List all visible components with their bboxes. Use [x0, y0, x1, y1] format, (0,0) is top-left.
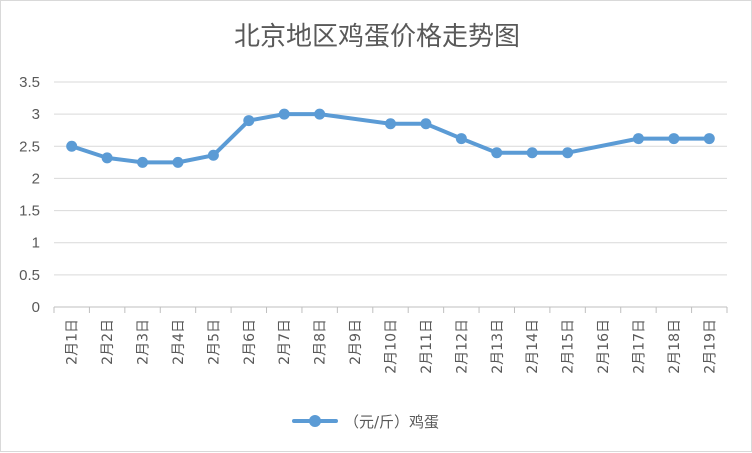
x-tick-label: 2月2日 — [100, 319, 116, 365]
y-tick-label: 1.5 — [19, 203, 40, 220]
data-point — [703, 133, 715, 145]
data-point — [455, 133, 467, 145]
y-tick-label: 2.5 — [19, 138, 40, 155]
data-point — [101, 152, 113, 164]
data-point — [172, 156, 184, 168]
y-tick-label: 1 — [32, 235, 40, 252]
data-point — [243, 115, 255, 127]
x-tick-label: 2月6日 — [242, 319, 258, 365]
x-tick-label: 2月3日 — [136, 319, 152, 365]
gridlines — [54, 81, 727, 276]
x-tick-label: 2月11日 — [419, 319, 435, 374]
y-tick-label: 0 — [32, 299, 40, 316]
y-tick-label: 2 — [32, 170, 40, 187]
data-point — [420, 118, 432, 130]
x-tick-label: 2月13日 — [490, 319, 506, 374]
data-point — [314, 108, 326, 120]
data-point — [278, 108, 290, 120]
x-tick-label: 2月17日 — [631, 319, 647, 374]
legend-label: （元/斤）鸡蛋 — [344, 413, 439, 431]
x-tick-label: 2月14日 — [525, 319, 541, 374]
y-tick-label: 0.5 — [19, 267, 40, 284]
data-point — [207, 149, 219, 161]
data-point — [526, 147, 538, 159]
x-axis — [53, 306, 728, 313]
x-tick-label: 2月4日 — [171, 319, 187, 365]
y-axis-ticks: 0 0.5 1 1.5 2 2.5 3 3.5 — [19, 74, 40, 316]
legend-marker — [309, 415, 321, 427]
y-tick-label: 3.5 — [19, 74, 40, 91]
legend: （元/斤）鸡蛋 — [292, 413, 439, 431]
x-tick-label: 2月9日 — [348, 319, 364, 365]
y-tick-label: 3 — [32, 106, 40, 123]
x-tick-label: 2月1日 — [65, 319, 81, 365]
data-point — [66, 140, 78, 152]
x-tick-label: 2月15日 — [561, 319, 577, 374]
x-tick-label: 2月12日 — [454, 319, 470, 374]
data-point — [632, 133, 644, 145]
x-tick-label: 2月5日 — [206, 319, 222, 365]
x-tick-label: 2月18日 — [667, 319, 683, 374]
x-tick-label: 2月16日 — [596, 319, 612, 374]
x-axis-ticks: 2月1日 2月2日 2月3日 2月4日 2月5日 2月6日 2月7日 2月8日 2月9日 2月10… — [65, 319, 719, 374]
data-point — [385, 118, 396, 130]
data-point — [562, 147, 574, 159]
series-layer — [66, 108, 715, 168]
x-tick-label: 2月10日 — [384, 319, 400, 374]
x-tick-label: 2月8日 — [313, 319, 329, 365]
data-point — [491, 147, 503, 159]
x-tick-label: 2月19日 — [702, 319, 718, 374]
data-point — [668, 133, 680, 145]
x-tick-label: 2月7日 — [277, 319, 293, 365]
data-point — [137, 156, 149, 168]
chart-title: 北京地区鸡蛋价格走势图 — [234, 22, 520, 52]
